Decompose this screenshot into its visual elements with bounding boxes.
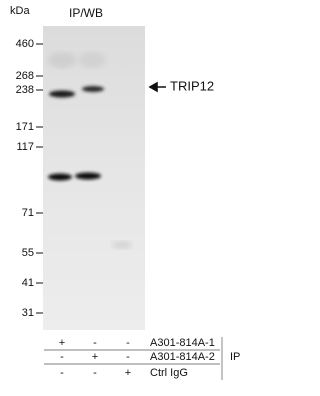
cell: - <box>93 337 97 349</box>
marker-label: 171 <box>16 121 34 133</box>
marker-label: 31 <box>22 307 34 319</box>
row-label: A301-814A-2 <box>150 351 215 363</box>
cell: - <box>126 351 130 363</box>
smear <box>78 52 106 68</box>
title: IP/WB <box>69 6 103 20</box>
band <box>49 90 75 98</box>
marker-label: 268 <box>16 70 34 82</box>
cell: + <box>125 367 131 379</box>
band <box>48 173 72 181</box>
smear <box>112 241 132 249</box>
cell: - <box>60 351 64 363</box>
figure: IP/WB kDa 460 268 238 171 117 71 55 41 31 TRIP12… <box>10 5 240 380</box>
cell: + <box>59 337 65 349</box>
row-label: A301-814A-1 <box>150 337 215 349</box>
cell: - <box>60 367 64 379</box>
marker-label: 55 <box>22 247 34 259</box>
cell: + <box>92 351 98 363</box>
marker-label: 238 <box>16 84 34 96</box>
cell: - <box>93 367 97 379</box>
group-label: IP <box>230 351 240 363</box>
marker-label: 71 <box>22 207 34 219</box>
band <box>82 86 104 92</box>
marker-label: 460 <box>16 38 34 50</box>
smear <box>48 52 76 68</box>
cell: - <box>126 337 130 349</box>
marker-label: 41 <box>22 277 34 289</box>
row-label: Ctrl IgG <box>150 367 188 379</box>
target-label: TRIP12 <box>170 78 214 93</box>
arrow <box>148 81 166 93</box>
marker-label: 117 <box>16 141 34 153</box>
unit-label: kDa <box>10 5 30 17</box>
band <box>75 172 101 180</box>
